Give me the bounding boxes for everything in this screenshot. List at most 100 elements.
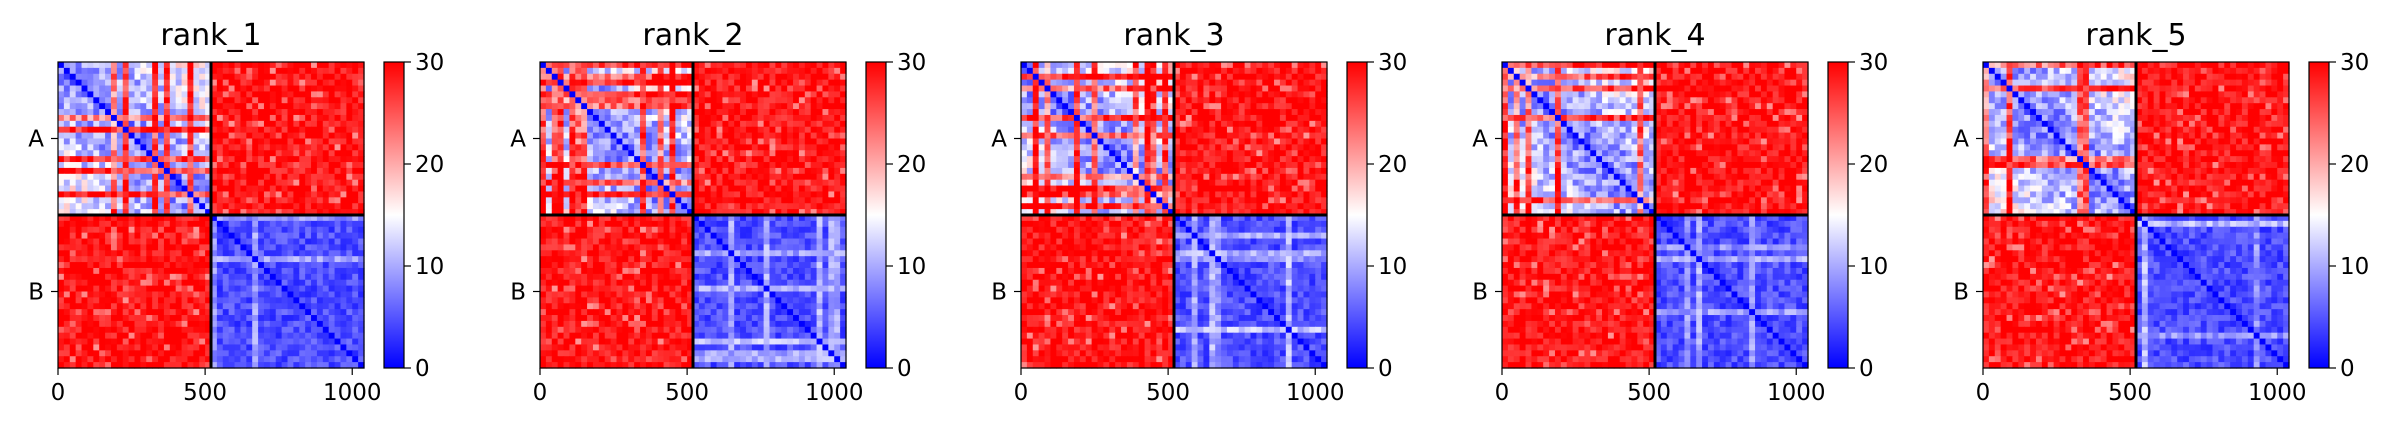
heatmap-cell [704,215,712,222]
heatmap-cell [81,209,89,216]
heatmap-cell [299,273,306,281]
heatmap-cell [281,144,289,151]
heatmap-cell [587,244,594,251]
heatmap-cell [316,103,324,110]
heatmap-cell [99,338,106,346]
heatmap-cell [645,185,653,193]
heatmap-cell [716,220,724,228]
heatmap-cell [152,232,159,240]
heatmap-cell [698,91,706,98]
heatmap-cell [75,338,83,346]
heatmap-cell [634,197,641,204]
heatmap-cell [252,232,259,240]
heatmap-cell [710,150,718,157]
heatmap-cell [122,73,130,81]
heatmap-cell [634,191,641,198]
heatmap-cell [140,232,147,240]
heatmap-cell [105,326,112,334]
heatmap-cell [352,167,359,175]
heatmap-cell [311,285,318,293]
heatmap-cell [322,150,330,157]
heatmap-cell [781,267,788,275]
heatmap-cell [804,285,812,293]
heatmap-cell [340,356,347,363]
heatmap-cell [616,138,623,145]
heatmap-cell [287,67,294,75]
heatmap-cell [598,162,606,169]
heatmap-cell [687,279,694,287]
heatmap-cell [87,297,94,304]
heatmap-cell [258,267,265,275]
heatmap-cell [346,250,353,257]
heatmap-cell [105,267,112,275]
heatmap-cell [316,138,324,145]
heatmap-cell [781,209,788,216]
heatmap-cell [269,326,277,334]
heatmap-cell [252,256,259,263]
heatmap-cell [187,291,194,298]
heatmap-cell [322,126,330,134]
heatmap-cell [181,338,189,346]
heatmap-cell [334,250,342,257]
heatmap-cell [798,267,806,275]
heatmap-cell [587,285,594,293]
heatmap-cell [205,273,212,281]
heatmap-cell [116,162,124,169]
heatmap-cell [293,244,300,251]
heatmap-cell [146,303,153,310]
heatmap-cell [169,303,177,310]
heatmap-cell [158,173,165,181]
heatmap-cell [140,356,147,363]
heatmap-cell [775,226,782,234]
heatmap-cell [693,109,700,116]
heatmap-cell [81,144,89,151]
heatmap-cell [681,315,688,322]
heatmap-cell [334,144,342,151]
heatmap-cell [152,91,159,98]
heatmap-cell [728,156,735,163]
heatmap-cell [211,97,218,104]
heatmap-cell [551,244,559,251]
heatmap-cell [199,91,206,98]
heatmap-cell [146,144,153,151]
heatmap-cell [199,326,206,334]
heatmap-cell [722,185,729,193]
heatmap-cell [293,67,300,75]
heatmap-cell [634,103,641,110]
heatmap-cell [704,179,712,187]
heatmap-cell [575,138,582,145]
heatmap-cell [275,73,283,81]
heatmap-cell [734,132,741,140]
heatmap-cell [704,250,712,257]
heatmap-cell [299,85,306,93]
heatmap-cell [234,191,242,198]
heatmap-cell [651,173,659,181]
heatmap-cell [716,267,724,275]
heatmap-cell [128,256,136,263]
heatmap-cell [258,356,265,363]
heatmap-cell [187,356,194,363]
heatmap-cell [828,62,835,69]
heatmap-cell [134,238,141,246]
heatmap-cell [263,320,271,328]
heatmap-cell [569,167,576,175]
heatmap-cell [128,344,136,351]
heatmap-cell [781,285,788,293]
heatmap-cell [840,109,847,116]
heatmap-cell [334,215,342,222]
heatmap-cell [299,297,306,304]
heatmap-cell [551,197,559,204]
heatmap-cell [657,238,665,246]
heatmap-cell [181,267,189,275]
heatmap-cell [252,120,259,128]
heatmap-cell [216,179,224,187]
heatmap-cell [557,220,565,228]
heatmap-cell [287,185,294,193]
heatmap-cell [669,109,676,116]
heatmap-cell [358,97,365,104]
heatmap-cell [563,273,571,281]
heatmap-cell [622,209,629,216]
heatmap-cell [828,285,835,293]
heatmap-cell [610,138,618,145]
heatmap-cell [340,179,347,187]
